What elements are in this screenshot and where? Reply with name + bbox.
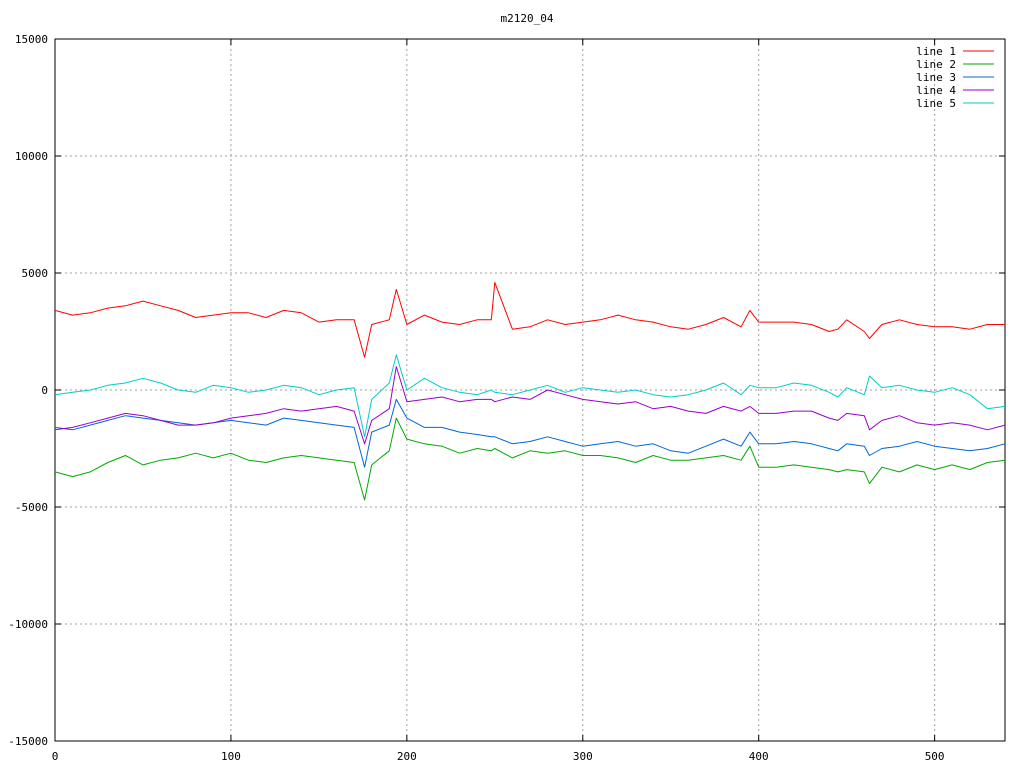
- y-tick-label: 10000: [15, 150, 48, 163]
- x-tick-label: 300: [573, 750, 593, 763]
- y-tick-label: 0: [41, 384, 48, 397]
- series-line-1: [54, 281, 1005, 358]
- y-tick-label: -15000: [8, 735, 48, 748]
- series-line-3: [54, 398, 1006, 468]
- legend-label-1: line 1: [916, 45, 956, 58]
- x-tick-label: 500: [925, 750, 945, 763]
- legend-label-3: line 3: [916, 71, 956, 84]
- x-tick-label: 200: [397, 750, 417, 763]
- legend-label-2: line 2: [916, 58, 956, 71]
- legend-label-4: line 4: [916, 84, 956, 97]
- x-tick-label: 400: [749, 750, 769, 763]
- series-line-5: [54, 354, 1006, 438]
- y-tick-label: -10000: [8, 618, 48, 631]
- y-tick-label: 5000: [22, 267, 49, 280]
- chart-title: m2120_04: [501, 12, 554, 25]
- series-line-2: [54, 417, 1006, 501]
- series-line-4: [54, 366, 1006, 445]
- x-tick-label: 100: [221, 750, 241, 763]
- y-tick-label: -5000: [15, 501, 48, 514]
- legend-label-5: line 5: [916, 97, 956, 110]
- axes: 0 100 200 300 400 500 -15000 -10000 -5000 0 5000 10…: [8, 33, 1006, 763]
- x-tick-label: 0: [52, 750, 59, 763]
- y-tick-label: 15000: [15, 33, 48, 46]
- series-lines: [54, 281, 1006, 501]
